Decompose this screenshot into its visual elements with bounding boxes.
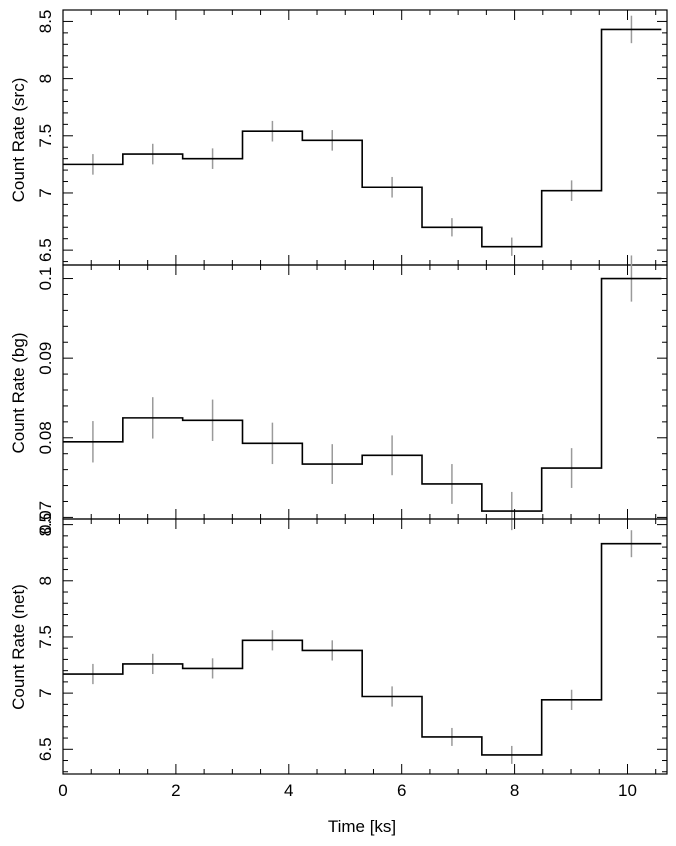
y-tick-label: 7.5 bbox=[36, 625, 55, 649]
y-tick-label: 8 bbox=[36, 74, 55, 83]
y-tick-label: 7.5 bbox=[36, 124, 55, 148]
plot-frame bbox=[62, 264, 668, 520]
step-series-line bbox=[63, 277, 662, 512]
x-tick-label: 2 bbox=[171, 781, 180, 800]
y-tick-label: 8 bbox=[36, 576, 55, 585]
x-tick-label: 0 bbox=[58, 781, 67, 800]
y-tick-label: 0.08 bbox=[36, 421, 55, 454]
y-tick-label: 0.07 bbox=[36, 501, 55, 534]
x-tick-label: 6 bbox=[397, 781, 406, 800]
y-tick-label: 7 bbox=[36, 188, 55, 197]
x-tick-label: 8 bbox=[510, 781, 519, 800]
panel-bg-count-rate: 0.07 0.08 0.09 0.1 bbox=[36, 255, 668, 534]
y-tick-label: 7 bbox=[36, 688, 55, 697]
y-axis-label-src: Count Rate (src) bbox=[9, 78, 28, 203]
y-tick-label: 8.5 bbox=[36, 10, 55, 34]
y-tick-label: 0.09 bbox=[36, 342, 55, 375]
x-tick-label: 4 bbox=[284, 781, 293, 800]
step-series-line bbox=[63, 28, 662, 248]
y-tick-label: 0.1 bbox=[36, 267, 55, 291]
panel-src-count-rate: 6.5 7 7.5 8 8.5 bbox=[36, 9, 668, 266]
y-axis-label-bg: Count Rate (bg) bbox=[9, 333, 28, 454]
y-tick-label: 6.5 bbox=[36, 737, 55, 761]
x-axis-label: Time [ks] bbox=[328, 817, 396, 836]
y-axis-label-net: Count Rate (net) bbox=[9, 584, 28, 710]
panel-net-count-rate: 6.5 7 7.5 8 8.5 0 2 4 6 8 10 bbox=[36, 513, 668, 800]
x-tick-label: 10 bbox=[618, 781, 637, 800]
step-series-line bbox=[63, 542, 662, 756]
y-tick-label: 8.5 bbox=[36, 513, 55, 537]
y-tick-label: 6.5 bbox=[36, 238, 55, 262]
plot-frame bbox=[62, 518, 668, 775]
plot-frame bbox=[62, 9, 668, 266]
